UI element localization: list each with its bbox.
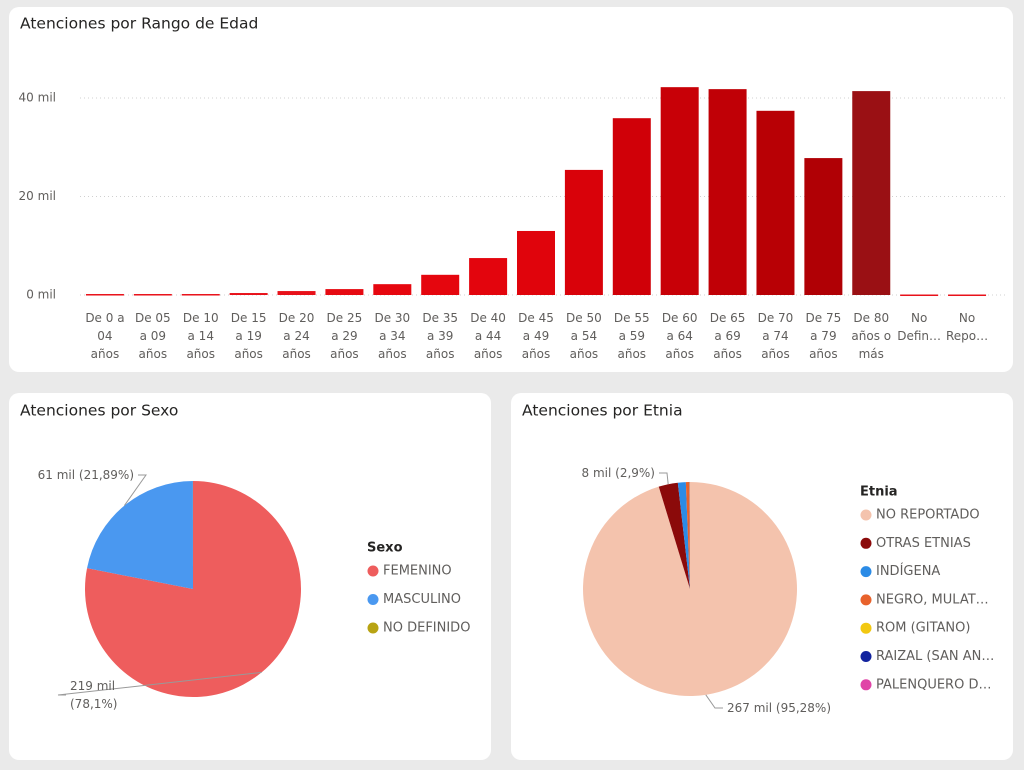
bar [181, 294, 220, 296]
x-tick-label: De 70 a 74 años [758, 311, 794, 361]
x-tick-label: De 0 a 04 años [85, 311, 124, 361]
legend-label: NO DEFINIDO [383, 621, 470, 636]
bar [900, 294, 939, 297]
pie-slice [87, 481, 193, 589]
chart-title: Atenciones por Etnia [522, 402, 683, 420]
legend-label: NEGRO, MULAT… [876, 592, 989, 607]
x-tick-label: De 55 a 59 años [614, 311, 650, 361]
legend-swatch [367, 594, 379, 605]
chart-title: Atenciones por Sexo [20, 402, 178, 420]
x-tick-label: De 20 a 24 años [279, 311, 315, 361]
bar [469, 258, 508, 295]
legend-label: FEMENINO [383, 564, 452, 579]
legend-label: NO REPORTADO [876, 508, 980, 523]
x-tick-label: De 80 años o más [851, 311, 891, 361]
x-tick-label: De 10 a 14 años [183, 311, 219, 361]
bar [804, 158, 843, 295]
x-tick-label: De 75 a 79 años [806, 311, 842, 361]
data-label: 267 mil (95,28%) [727, 701, 831, 715]
bar [517, 230, 555, 295]
bar [612, 118, 651, 295]
legend-label: RAIZAL (SAN AN… [876, 649, 994, 664]
bar [133, 294, 172, 296]
x-tick-label: No Defin… [897, 311, 941, 343]
chart-title: Atenciones por Rango de Edad [20, 15, 258, 33]
bar [85, 294, 124, 296]
x-tick-label: De 45 a 49 años [518, 311, 554, 361]
data-label: 8 mil (2,9%) [582, 466, 655, 480]
legend-title: Sexo [367, 541, 403, 556]
bar [229, 293, 268, 295]
legend-swatch [860, 679, 872, 691]
legend-swatch [367, 565, 379, 577]
bar [708, 89, 747, 295]
y-tick-label: 20 mil [19, 189, 56, 203]
pie-slice [689, 482, 690, 589]
bar [325, 289, 364, 295]
y-tick-label: 0 mil [26, 288, 56, 302]
data-label: 61 mil (21,89%) [38, 468, 134, 482]
bar [756, 110, 795, 296]
legend-label: OTRAS ETNIAS [876, 536, 971, 551]
legend-swatch [860, 622, 872, 634]
y-tick-label: 40 mil [19, 91, 56, 105]
bar [373, 284, 412, 295]
leader-line [123, 474, 147, 506]
bar [421, 274, 460, 295]
bar [564, 169, 603, 295]
legend-title: Etnia [860, 485, 898, 500]
legend-label: INDÍGENA [876, 563, 940, 579]
pie-slice [582, 482, 797, 696]
leader-line [659, 472, 669, 485]
bar [660, 87, 699, 295]
bar [948, 294, 987, 297]
x-tick-label: De 05 a 09 años [135, 311, 171, 361]
legend-swatch [860, 594, 872, 606]
x-tick-label: No Repo… [946, 311, 988, 343]
pie-slice [677, 482, 690, 589]
x-tick-label: De 15 a 19 años [231, 311, 267, 361]
legend-label: PALENQUERO D… [876, 677, 991, 692]
x-tick-label: De 25 a 29 años [327, 311, 363, 361]
bar [852, 91, 891, 295]
data-label: 219 mil (78,1%) [70, 679, 117, 711]
legend-swatch [860, 509, 872, 521]
legend-swatch [860, 566, 872, 578]
x-tick-label: De 40 a 44 años [470, 311, 506, 361]
x-tick-label: De 35 a 39 años [422, 311, 458, 361]
legend-swatch [367, 622, 379, 634]
legend-swatch [860, 651, 872, 662]
legend-swatch [860, 537, 872, 549]
x-tick-label: De 60 a 64 años [662, 311, 698, 361]
x-tick-label: De 50 a 54 años [566, 311, 602, 361]
pie-slice [658, 482, 690, 589]
x-tick-label: De 30 a 34 años [374, 311, 410, 361]
leader-line [57, 671, 262, 696]
pie-slice [685, 482, 690, 589]
legend-label: ROM (GITANO) [876, 621, 970, 636]
legend-label: MASCULINO [383, 592, 461, 607]
bar [277, 291, 316, 295]
x-tick-label: De 65 a 69 años [710, 311, 746, 361]
leader-line [705, 694, 723, 709]
